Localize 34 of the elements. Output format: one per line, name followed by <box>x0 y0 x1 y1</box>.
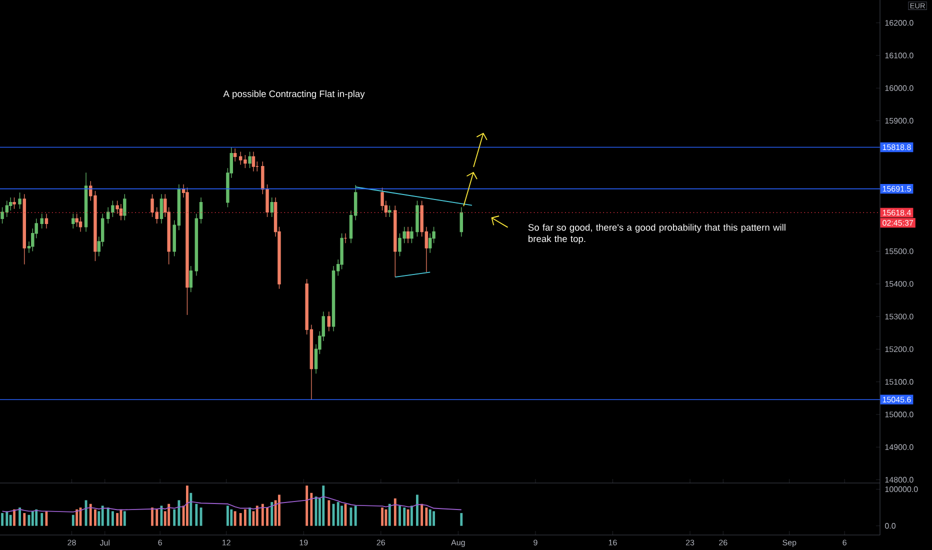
x-tick-label: 23 <box>686 540 694 546</box>
x-tick-label: 9 <box>534 540 538 546</box>
annotation: A possible Contracting Flat in-play <box>223 90 365 99</box>
x-tick-label: Sep <box>782 540 796 547</box>
ref-line-label: 15818.8 <box>882 144 911 150</box>
ref-line-label: 15618.4 <box>882 210 911 216</box>
ref-line-label: 15045.6 <box>882 396 911 402</box>
y-tick-label: 15400.0 <box>885 281 914 287</box>
y-tick-label: 14800.0 <box>885 476 914 483</box>
x-tick-label: 26 <box>376 540 385 546</box>
x-tick-label: 16 <box>608 540 617 546</box>
x-tick-label: Aug <box>451 540 465 547</box>
x-tick-label: 6 <box>842 540 846 546</box>
y-tick-label: 15300.0 <box>885 314 914 320</box>
x-tick-label: 6 <box>158 540 162 546</box>
text: 02:45:37 <box>882 220 914 226</box>
x-tick-label: 26 <box>719 540 728 546</box>
y-tick-label: 16200.0 <box>885 20 914 26</box>
x-tick-label: 12 <box>222 540 230 546</box>
x-tick-label: 19 <box>300 540 308 546</box>
y-tick-label: 15100.0 <box>885 379 914 385</box>
x-tick-label: Jul <box>100 540 110 546</box>
y-tick-label: 16100.0 <box>885 52 914 58</box>
y-tick-label: 100000.0 <box>885 486 918 492</box>
y-tick-label: 15900.0 <box>885 118 914 124</box>
x-tick-label: 28 <box>68 540 76 546</box>
y-tick-label: 15000.0 <box>885 412 914 418</box>
y-tick-label: 16000.0 <box>885 85 914 91</box>
ref-line-label: 15691.5 <box>882 186 911 192</box>
y-tick-label: 14900.0 <box>885 444 914 450</box>
annotation: So far so good, there's a good probability that this pattern will break the top. <box>528 224 786 244</box>
y-tick-label: 15500.0 <box>885 248 914 254</box>
y-tick-label: 0.0 <box>885 523 896 529</box>
y-tick-label: 15200.0 <box>885 346 914 352</box>
